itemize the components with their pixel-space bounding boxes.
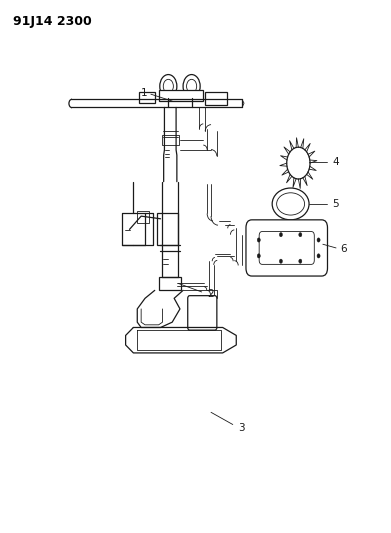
Text: 6: 6 — [341, 244, 347, 254]
Text: 4: 4 — [332, 157, 339, 166]
FancyBboxPatch shape — [137, 212, 149, 223]
Circle shape — [279, 232, 282, 237]
FancyBboxPatch shape — [188, 296, 217, 330]
FancyBboxPatch shape — [159, 277, 181, 290]
FancyBboxPatch shape — [246, 220, 328, 276]
Text: 2: 2 — [207, 288, 214, 298]
FancyBboxPatch shape — [205, 92, 226, 106]
FancyBboxPatch shape — [162, 135, 179, 144]
Circle shape — [299, 259, 302, 263]
Circle shape — [257, 238, 260, 242]
Circle shape — [279, 259, 282, 263]
Text: 91J14 2300: 91J14 2300 — [13, 14, 92, 28]
Circle shape — [299, 232, 302, 237]
FancyBboxPatch shape — [139, 92, 155, 103]
FancyBboxPatch shape — [159, 91, 203, 101]
Circle shape — [317, 238, 320, 242]
Text: 3: 3 — [238, 423, 245, 433]
FancyBboxPatch shape — [259, 231, 314, 264]
Text: 5: 5 — [332, 199, 339, 209]
Text: 1: 1 — [140, 87, 147, 98]
Circle shape — [317, 254, 320, 258]
FancyBboxPatch shape — [157, 214, 178, 245]
Circle shape — [257, 254, 260, 258]
